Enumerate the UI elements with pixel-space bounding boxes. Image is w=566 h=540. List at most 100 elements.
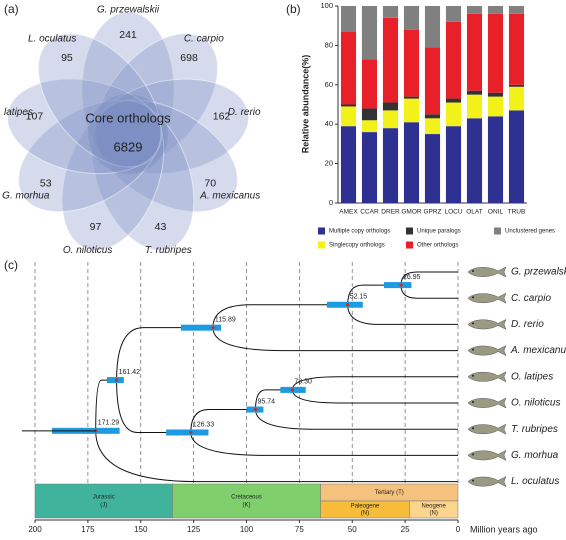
legend-swatch	[318, 241, 325, 249]
x-tick-label: AMEX	[339, 209, 358, 216]
legend-label: Singlecopy orthologs	[329, 243, 385, 249]
x-tick-label: 125	[187, 525, 201, 534]
fish-body	[467, 476, 507, 488]
period-name: Tertiary (T)	[375, 490, 404, 496]
set-count: 97	[90, 221, 102, 233]
legend-swatch	[318, 227, 325, 235]
bar-segment	[466, 94, 483, 119]
core-count: 6829	[114, 139, 143, 154]
panel-label: (a)	[4, 2, 19, 16]
branch	[255, 389, 293, 410]
branch	[212, 304, 348, 328]
fish-eye	[472, 348, 474, 351]
bar-segment	[382, 110, 399, 129]
core-label: Core orthologs	[85, 110, 171, 125]
x-tick-label: GPRZ	[423, 209, 441, 216]
bar-segment	[361, 59, 378, 109]
bar-segment	[424, 118, 441, 135]
branch	[116, 380, 191, 433]
x-tick-label: LOCU	[444, 209, 462, 216]
petal	[18, 99, 162, 213]
confidence-bar	[383, 282, 412, 289]
bar-segment	[382, 128, 399, 203]
bar-segment	[361, 108, 378, 121]
fish-body	[467, 397, 507, 409]
subperiod-abbr: (N)	[361, 511, 369, 517]
petal	[93, 78, 250, 175]
period-abbr: (J)	[100, 503, 107, 509]
fish-icon	[467, 371, 507, 383]
subperiod-name: Neogene	[421, 504, 446, 510]
set-count: 698	[180, 52, 198, 64]
fish-body	[467, 318, 507, 330]
bar-segment	[340, 6, 357, 32]
bar-segment	[340, 106, 357, 127]
fish-eye	[472, 374, 474, 377]
subperiod	[409, 500, 459, 519]
set-count: 241	[119, 29, 137, 41]
bar-segment	[403, 29, 420, 97]
fish-eye	[472, 270, 474, 272]
branch	[116, 327, 213, 381]
set-count: 95	[61, 52, 73, 64]
bar-segment	[508, 6, 525, 14]
y-tick-label: 20	[325, 159, 333, 168]
bar-segment	[403, 96, 420, 99]
branch	[95, 379, 117, 431]
core-circle	[88, 94, 168, 174]
node-age: 126.33	[193, 421, 215, 428]
bar-segment	[382, 6, 399, 18]
x-tick-label: 100	[240, 525, 254, 534]
petal	[6, 78, 163, 175]
bar-segment	[340, 104, 357, 107]
x-tick-label: 25	[401, 525, 410, 534]
set-label: T. rubripes	[145, 245, 192, 256]
bar-segment	[487, 6, 504, 14]
period-abbr: (K)	[243, 503, 251, 509]
set-label: G. morhua	[2, 191, 50, 202]
tree	[95, 271, 458, 483]
bar-segment	[487, 92, 504, 97]
bar-segment	[445, 6, 462, 22]
bar-segment	[403, 6, 420, 30]
fish-eye	[472, 427, 474, 430]
branch	[212, 327, 458, 352]
fish-icon	[467, 318, 507, 330]
legend-label: Multiple copy orthologs	[329, 229, 390, 235]
bar-segment	[487, 13, 504, 93]
node	[114, 378, 119, 382]
fish-icon	[467, 449, 507, 461]
x-tick-label: TRUB	[508, 209, 526, 216]
bar-segment	[466, 6, 483, 14]
fish-icon	[467, 266, 507, 278]
y-tick-label: 40	[325, 119, 333, 128]
node	[290, 388, 294, 392]
fish-eye	[472, 322, 474, 325]
legend-label: Other orthologs	[417, 243, 458, 249]
legend-label: Unique paralogs	[417, 229, 461, 235]
x-tick-label: OLAT	[466, 209, 483, 216]
x-tick-label: DRER	[381, 209, 400, 216]
x-axis-title: Million years ago	[470, 524, 538, 534]
fish-eye	[472, 453, 474, 456]
fish-body	[467, 345, 507, 357]
fish-icon	[467, 397, 507, 409]
leaf-label: T. rubripes	[511, 424, 558, 435]
branch	[291, 389, 458, 404]
panel-label: (c)	[4, 258, 18, 272]
set-label: O. latipes	[0, 107, 33, 118]
leaf-label: C. carpio	[511, 293, 551, 304]
confidence-bar	[180, 324, 222, 331]
period	[172, 483, 321, 519]
set-label: L. oculatus	[28, 34, 76, 45]
node	[346, 303, 350, 307]
leaf-label: L. oculatus	[511, 476, 559, 487]
bar-segment	[445, 102, 462, 127]
branch	[255, 409, 458, 430]
node-age: 52.15	[350, 294, 368, 301]
bar-segment	[445, 98, 462, 103]
set-count: 43	[155, 221, 167, 233]
node-age: 115.89	[215, 317, 236, 324]
period	[34, 483, 173, 519]
